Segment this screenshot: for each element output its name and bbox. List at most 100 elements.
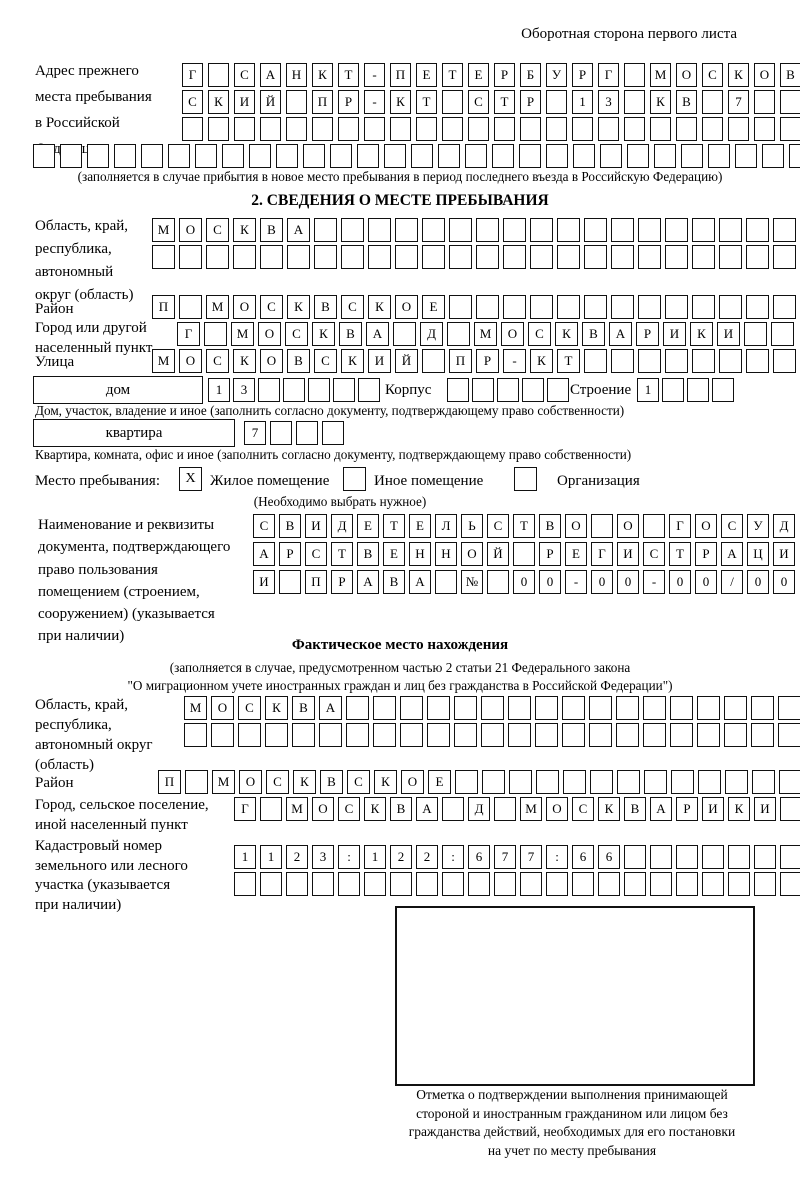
char-box[interactable] (468, 872, 490, 896)
char-box[interactable] (497, 378, 519, 402)
char-box[interactable] (494, 797, 516, 821)
char-box[interactable] (638, 349, 661, 373)
char-box[interactable] (670, 723, 693, 747)
char-box[interactable] (536, 770, 559, 794)
char-box[interactable] (283, 378, 305, 402)
char-box[interactable]: - (364, 90, 385, 114)
char-box[interactable] (481, 696, 504, 720)
char-box[interactable] (584, 245, 607, 269)
char-box[interactable]: Е (565, 542, 587, 566)
char-box[interactable]: К (530, 349, 553, 373)
char-box[interactable] (208, 63, 229, 87)
char-box[interactable]: М (520, 797, 542, 821)
char-box[interactable]: С (702, 63, 723, 87)
char-box[interactable] (234, 872, 256, 896)
char-box[interactable] (520, 872, 542, 896)
char-box[interactable]: 6 (598, 845, 620, 869)
char-box[interactable] (270, 421, 292, 445)
char-box[interactable] (547, 378, 569, 402)
char-box[interactable]: Р (572, 63, 593, 87)
char-box[interactable]: А (721, 542, 743, 566)
char-box[interactable] (702, 90, 723, 114)
char-box[interactable]: Й (260, 90, 281, 114)
char-box[interactable] (208, 117, 229, 141)
char-box[interactable] (611, 295, 634, 319)
char-box[interactable] (522, 378, 544, 402)
char-box[interactable]: Д (420, 322, 443, 346)
char-box[interactable]: - (565, 570, 587, 594)
char-box[interactable]: 1 (208, 378, 230, 402)
char-box[interactable]: : (546, 845, 568, 869)
char-box[interactable]: 7 (520, 845, 542, 869)
char-box[interactable]: М (650, 63, 671, 87)
char-box[interactable] (754, 845, 776, 869)
char-box[interactable]: Ц (747, 542, 769, 566)
char-box[interactable]: Е (468, 63, 489, 87)
char-box[interactable] (780, 872, 800, 896)
char-box[interactable] (373, 696, 396, 720)
char-box[interactable] (152, 245, 175, 269)
char-box[interactable] (482, 770, 505, 794)
char-box[interactable] (427, 723, 450, 747)
char-box[interactable]: С (305, 542, 327, 566)
char-box[interactable]: К (341, 349, 364, 373)
char-box[interactable]: С (285, 322, 308, 346)
char-box[interactable] (735, 144, 757, 168)
char-box[interactable] (719, 245, 742, 269)
char-box[interactable]: 0 (669, 570, 691, 594)
char-box[interactable]: О (179, 349, 202, 373)
char-box[interactable]: - (503, 349, 526, 373)
char-box[interactable]: Е (409, 514, 431, 538)
char-box[interactable] (590, 770, 613, 794)
char-box[interactable]: Д (773, 514, 795, 538)
char-box[interactable]: О (546, 797, 568, 821)
char-box[interactable] (476, 218, 499, 242)
char-box[interactable]: С (182, 90, 203, 114)
char-box[interactable]: Е (383, 542, 405, 566)
char-box[interactable]: Е (416, 63, 437, 87)
char-box[interactable] (179, 295, 202, 319)
char-box[interactable]: М (474, 322, 497, 346)
char-box[interactable] (393, 322, 416, 346)
char-box[interactable]: О (233, 295, 256, 319)
char-box[interactable]: Р (676, 797, 698, 821)
char-box[interactable] (557, 295, 580, 319)
char-box[interactable]: А (253, 542, 275, 566)
char-box[interactable] (330, 144, 352, 168)
char-box[interactable]: А (287, 218, 310, 242)
char-box[interactable] (416, 872, 438, 896)
char-box[interactable] (390, 117, 411, 141)
char-box[interactable] (617, 770, 640, 794)
char-box[interactable]: К (312, 63, 333, 87)
char-box[interactable] (447, 322, 470, 346)
char-box[interactable] (411, 144, 433, 168)
char-box[interactable] (395, 245, 418, 269)
char-box[interactable]: : (338, 845, 360, 869)
char-box[interactable] (724, 723, 747, 747)
char-box[interactable] (87, 144, 109, 168)
char-box[interactable] (530, 245, 553, 269)
char-box[interactable] (312, 872, 334, 896)
char-box[interactable] (454, 696, 477, 720)
char-box[interactable] (746, 218, 769, 242)
char-box[interactable] (276, 144, 298, 168)
char-box[interactable]: И (702, 797, 724, 821)
char-box[interactable] (447, 378, 469, 402)
char-box[interactable]: Г (177, 322, 200, 346)
char-box[interactable]: Т (557, 349, 580, 373)
char-box[interactable] (465, 144, 487, 168)
char-box[interactable]: 3 (598, 90, 619, 114)
char-box[interactable]: К (312, 322, 335, 346)
char-box[interactable] (546, 90, 567, 114)
char-box[interactable] (449, 245, 472, 269)
char-box[interactable]: 7 (244, 421, 266, 445)
char-box[interactable]: 7 (728, 90, 749, 114)
char-box[interactable]: К (728, 63, 749, 87)
char-box[interactable] (476, 245, 499, 269)
char-box[interactable] (390, 872, 412, 896)
char-box[interactable]: С (341, 295, 364, 319)
char-box[interactable]: М (184, 696, 207, 720)
